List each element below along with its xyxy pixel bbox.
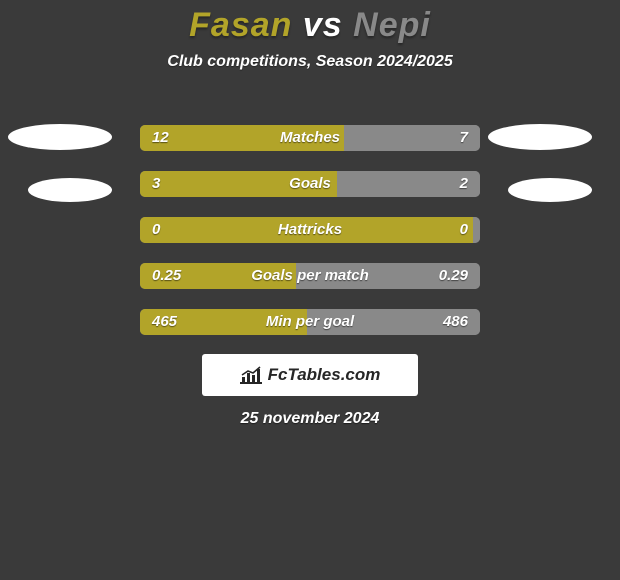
stat-row: 0.25 Goals per match 0.29 [140,263,480,289]
stat-right-value: 486 [443,309,468,335]
brand-chart-icon [240,366,262,384]
stat-metric: Hattricks [140,217,480,243]
date-label: 25 november 2024 [0,410,620,428]
avatar-left-1 [8,124,112,150]
page-title: Fasan vs Nepi [0,0,620,45]
title-vs: vs [303,6,343,44]
brand-badge: FcTables.com [202,354,418,396]
avatar-right-2 [508,178,592,202]
stat-metric: Goals per match [140,263,480,289]
stat-metric: Min per goal [140,309,480,335]
stat-row: 465 Min per goal 486 [140,309,480,335]
title-right: Nepi [353,6,431,44]
stat-right-value: 0 [460,217,468,243]
stat-row: 12 Matches 7 [140,125,480,151]
subtitle: Club competitions, Season 2024/2025 [0,53,620,71]
stat-metric: Matches [140,125,480,151]
brand-text: FcTables.com [268,365,381,385]
stat-row: 3 Goals 2 [140,171,480,197]
title-left: Fasan [189,6,292,44]
stat-right-value: 7 [460,125,468,151]
stat-right-value: 0.29 [439,263,468,289]
stats-rows: 12 Matches 7 3 Goals 2 0 Hattricks 0 0.2… [140,125,480,355]
stat-metric: Goals [140,171,480,197]
stat-right-value: 2 [460,171,468,197]
page-root: Fasan vs Nepi Club competitions, Season … [0,0,620,580]
stat-row: 0 Hattricks 0 [140,217,480,243]
avatar-left-2 [28,178,112,202]
avatar-right-1 [488,124,592,150]
